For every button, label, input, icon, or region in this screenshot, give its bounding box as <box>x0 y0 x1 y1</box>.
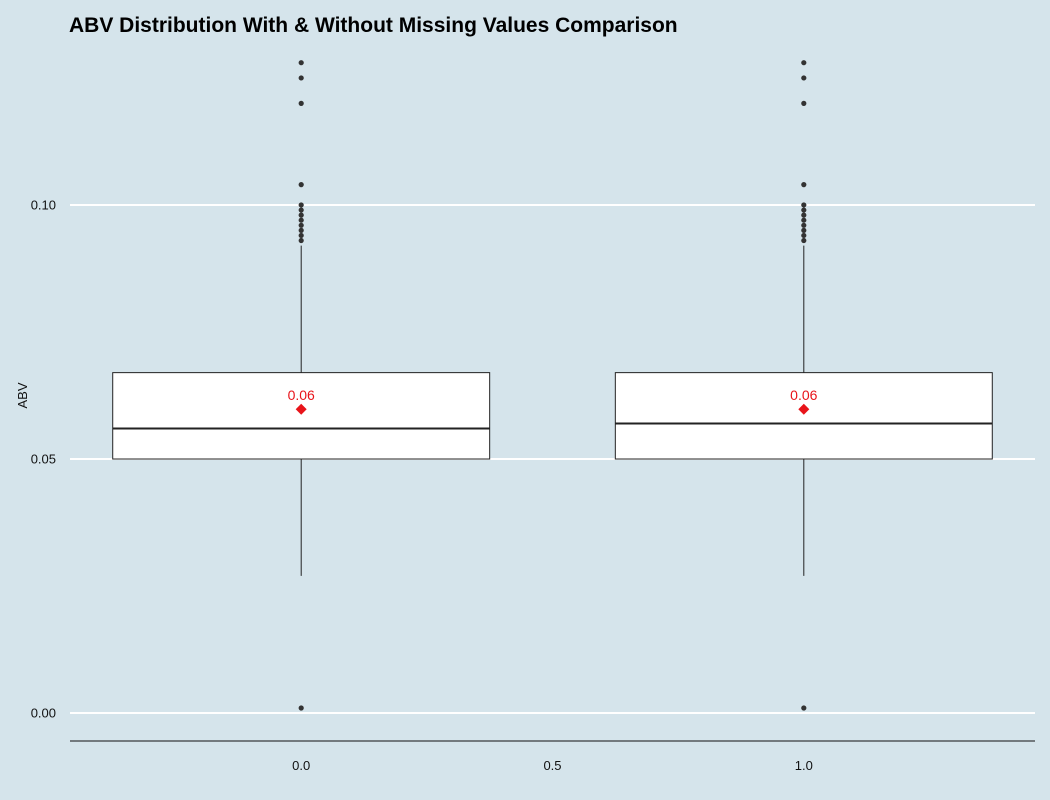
outlier-point <box>801 212 807 218</box>
mean-marker <box>798 403 810 415</box>
y-tick-label: 0.00 <box>31 706 56 721</box>
mean-marker <box>295 403 307 415</box>
chart-title: ABV Distribution With & Without Missing … <box>69 14 678 37</box>
outlier-point <box>298 705 304 711</box>
x-tick-label: 0.5 <box>543 758 561 773</box>
box-rect <box>112 372 491 460</box>
x-tick-label: 1.0 <box>795 758 813 773</box>
box-group: 0.06 <box>614 60 993 711</box>
outlier-point <box>801 217 807 223</box>
outlier-point <box>801 207 807 213</box>
y-axis-label: ABV <box>15 382 30 408</box>
box-series: 0.06 0.06 <box>112 60 993 711</box>
y-tick-label: 0.10 <box>31 197 56 212</box>
y-tick-label: 0.05 <box>31 452 56 467</box>
mean-label: 0.06 <box>790 387 817 403</box>
outlier-point <box>298 182 304 188</box>
outlier-point <box>801 202 807 208</box>
outlier-point <box>801 232 807 239</box>
x-tick-label: 0.0 <box>292 758 310 773</box>
outlier-point <box>298 207 304 213</box>
outlier-point <box>801 100 807 106</box>
outlier-point <box>801 237 807 244</box>
outlier-point <box>298 217 304 223</box>
outlier-point <box>801 60 807 66</box>
outlier-point <box>801 182 807 188</box>
outlier-point <box>298 222 304 228</box>
outlier-point <box>298 237 304 244</box>
outlier-point <box>298 227 304 233</box>
outlier-point <box>298 232 304 239</box>
outlier-point <box>298 202 304 208</box>
outlier-point <box>298 212 304 218</box>
box-rect <box>614 372 993 460</box>
outlier-point <box>298 60 304 66</box>
box-group: 0.06 <box>112 60 491 711</box>
mean-label: 0.06 <box>288 387 315 403</box>
outlier-point <box>801 705 807 711</box>
outlier-point <box>298 100 304 106</box>
outlier-point <box>801 75 807 81</box>
outlier-point <box>801 227 807 233</box>
outlier-point <box>801 222 807 228</box>
axes: 0.00 0.05 0.10 0.0 0.5 1.0 ABV <box>15 197 1035 773</box>
outlier-point <box>298 75 304 81</box>
